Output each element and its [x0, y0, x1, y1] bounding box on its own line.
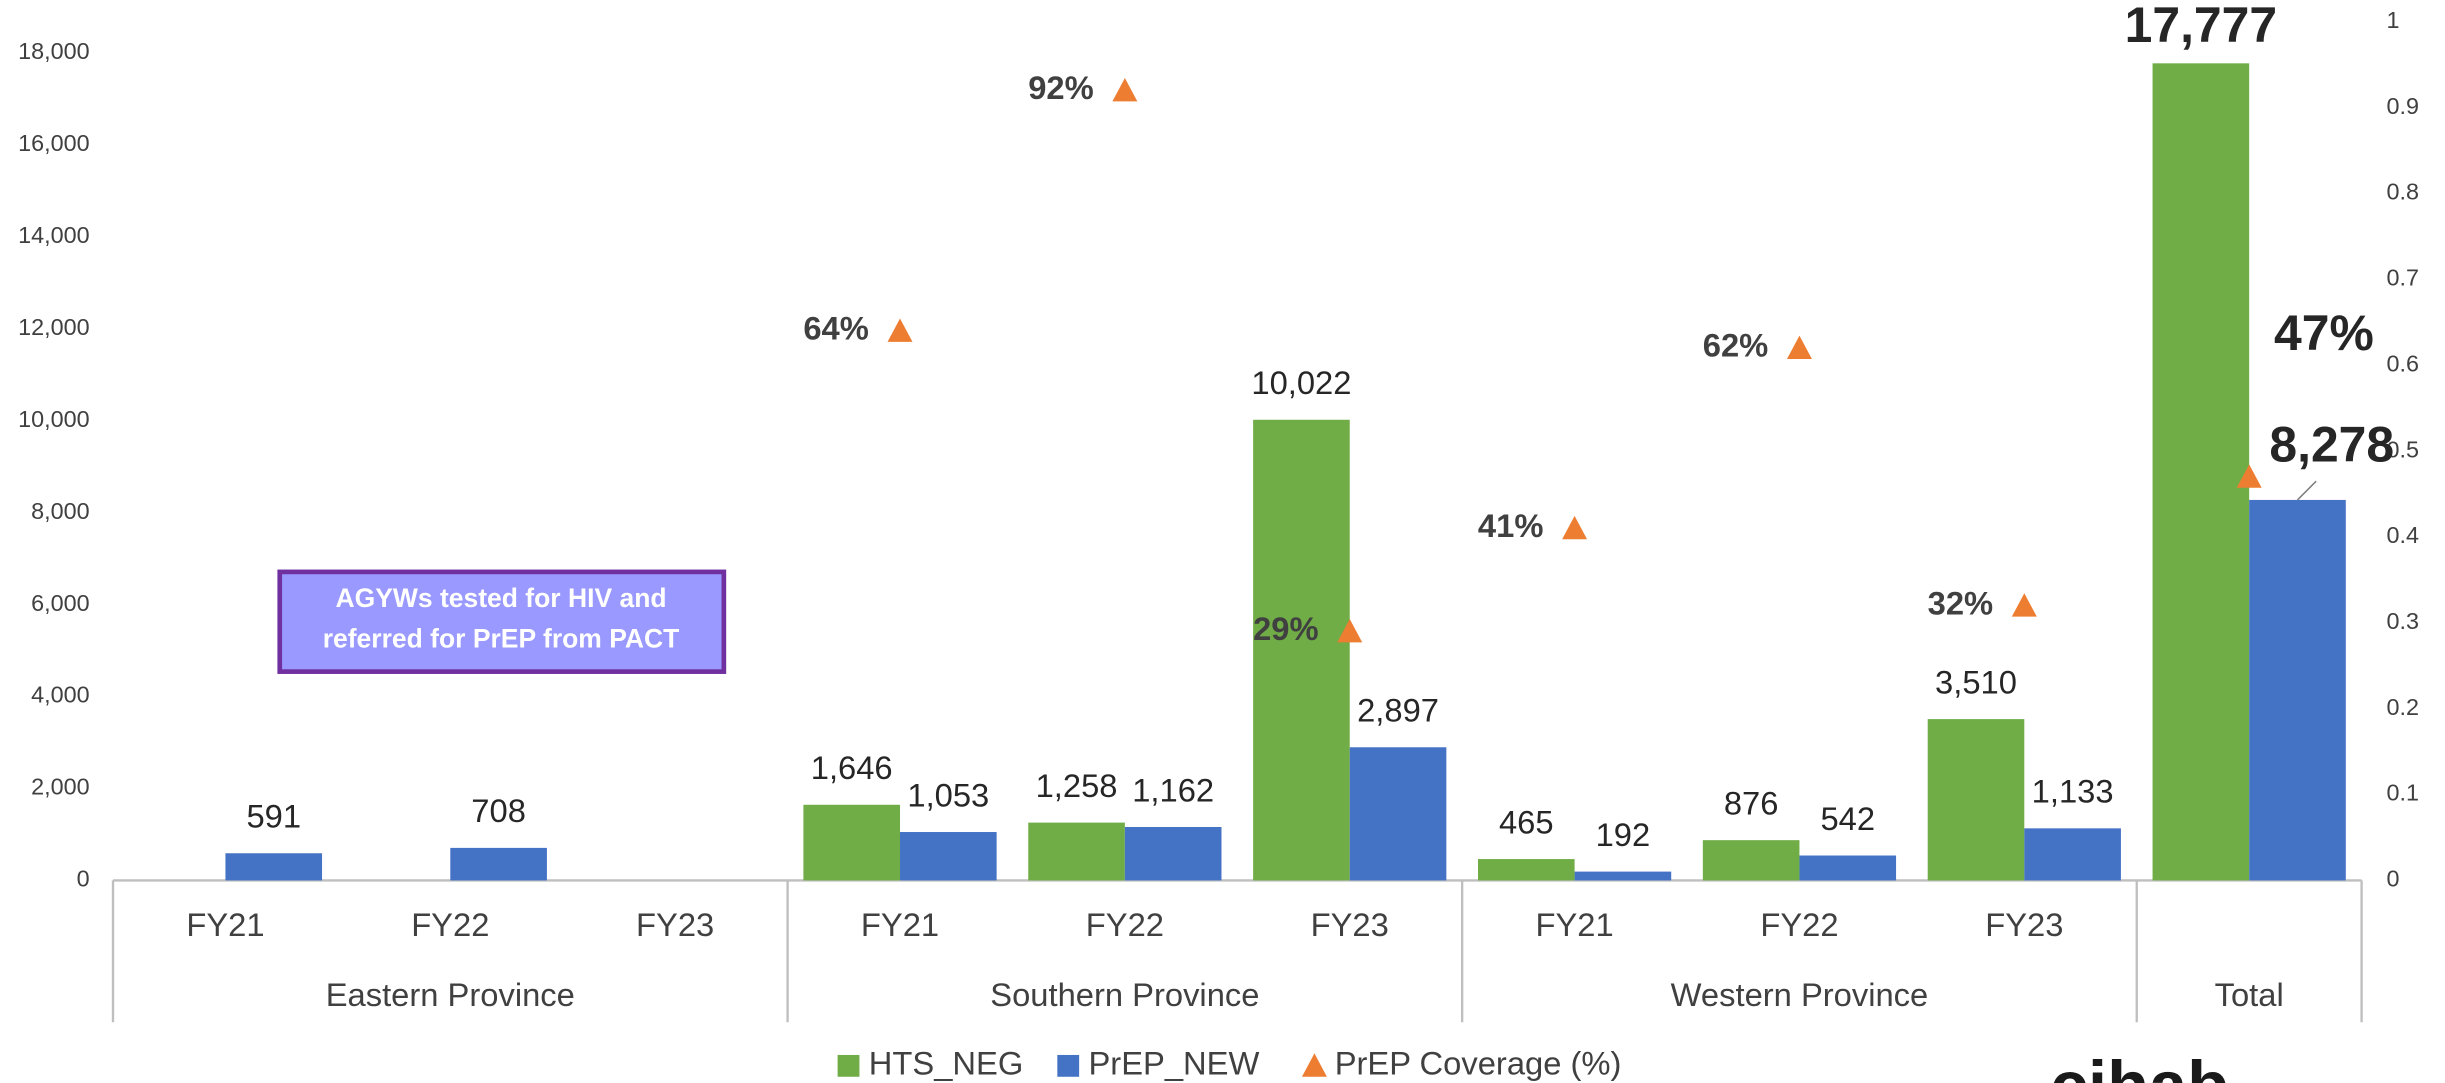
value-label: 17,777: [2125, 0, 2278, 53]
value-label: 591: [246, 798, 301, 835]
y-tick-label: 4,000: [31, 682, 89, 708]
legend-swatch: [837, 1054, 860, 1077]
coverage-marker: [1112, 78, 1138, 102]
logo-text: cihab: [2050, 1047, 2229, 1083]
value-label: 192: [1596, 816, 1651, 853]
legend-label: PrEP Coverage (%): [1335, 1044, 1622, 1081]
y-tick-label: 2,000: [31, 774, 89, 800]
bar: [2024, 828, 2121, 881]
bar: [1477, 859, 1575, 881]
group-label: Eastern Province: [326, 976, 575, 1013]
y-tick-label: 14,000: [18, 222, 89, 248]
y2-tick-label: 1: [2387, 7, 2400, 33]
y2-tick-label: 0.4: [2387, 522, 2419, 548]
x-tick-label: FY22: [1086, 906, 1164, 943]
y2-tick-label: 0.3: [2387, 608, 2419, 634]
group-label: Total: [2215, 976, 2284, 1013]
leader-line: [2296, 480, 2317, 501]
bar: [1253, 419, 1350, 881]
value-label: 41%: [1478, 507, 1544, 544]
value-label: 708: [471, 792, 526, 829]
x-tick-label: FY21: [1535, 906, 1613, 943]
value-label: 2,897: [1357, 692, 1439, 729]
x-tick-label: FY23: [636, 906, 714, 943]
bar: [803, 804, 901, 881]
x-tick-label: FY22: [411, 906, 489, 943]
bar: [1574, 871, 1672, 881]
y-tick-label: 0: [77, 866, 90, 892]
coverage-marker: [2236, 464, 2262, 488]
y2-tick-label: 0.9: [2387, 93, 2419, 119]
bar: [225, 853, 323, 881]
value-label: 1,258: [1036, 767, 1118, 804]
annotation-frame: [277, 569, 727, 674]
x-tick-label: FY22: [1760, 906, 1838, 943]
coverage-marker: [2011, 593, 2037, 617]
value-label: 10,022: [1251, 364, 1351, 401]
y-tick-label: 12,000: [18, 314, 89, 340]
y-tick-label: 6,000: [31, 590, 89, 616]
group-label: Western Province: [1671, 976, 1929, 1013]
y2-tick-label: 0: [2387, 866, 2400, 892]
bar: [1349, 747, 1447, 881]
coverage-marker: [1337, 618, 1363, 643]
legend-label: PrEP_NEW: [1088, 1044, 1259, 1081]
bar: [1799, 855, 1897, 881]
annotation-line: referred for PrEP from PACT: [323, 623, 680, 653]
value-label: 876: [1724, 785, 1779, 822]
y-tick-label: 18,000: [18, 38, 89, 64]
value-label: 1,162: [1132, 771, 1214, 808]
value-label: 92%: [1028, 69, 1093, 106]
y2-tick-label: 0.1: [2387, 780, 2419, 806]
legend-swatch: [1057, 1054, 1080, 1077]
bar: [450, 847, 547, 881]
bar: [1927, 719, 2025, 881]
value-label: 62%: [1703, 327, 1769, 364]
value-label: 542: [1820, 800, 1875, 837]
y2-tick-label: 0.5: [2387, 436, 2419, 462]
value-label: 1,133: [2032, 773, 2114, 810]
coverage-marker: [1562, 515, 1588, 540]
value-label: 3,510: [1935, 663, 2017, 700]
bar: [2249, 499, 2346, 881]
bar: [1124, 827, 1222, 881]
value-label: 29%: [1253, 610, 1318, 647]
value-label: 1,053: [907, 776, 989, 813]
bar: [900, 832, 997, 881]
legend-label: HTS_NEG: [869, 1044, 1024, 1081]
y2-tick-label: 0.8: [2387, 179, 2419, 205]
bar: [1702, 840, 1800, 881]
coverage-marker: [887, 318, 913, 342]
group-label: Southern Province: [990, 976, 1259, 1013]
y-tick-label: 8,000: [31, 498, 89, 524]
value-label: 64%: [803, 310, 869, 347]
x-tick-label: FY23: [1311, 906, 1389, 943]
y2-tick-label: 0.6: [2387, 350, 2419, 376]
annotation-line: AGYWs tested for HIV and: [335, 583, 666, 613]
value-label: 8,278: [2269, 417, 2394, 473]
y2-tick-label: 0.2: [2387, 694, 2419, 720]
y2-tick-label: 0.7: [2387, 265, 2419, 291]
x-tick-label: FY21: [186, 906, 264, 943]
y-tick-label: 16,000: [18, 130, 89, 156]
legend-swatch: [1301, 1053, 1327, 1077]
value-label: 1,646: [811, 749, 893, 786]
value-label: 465: [1499, 803, 1554, 840]
x-tick-label: FY21: [861, 906, 939, 943]
value-label: 32%: [1928, 584, 1994, 621]
bar: [1028, 822, 1125, 881]
y-tick-label: 10,000: [18, 406, 89, 432]
value-label: 47%: [2274, 305, 2374, 361]
bar: [2152, 63, 2250, 881]
coverage-marker: [1786, 335, 1812, 359]
x-tick-label: FY23: [1985, 906, 2063, 943]
annotation-box: AGYWs tested for HIV and referred for Pr…: [277, 569, 727, 674]
